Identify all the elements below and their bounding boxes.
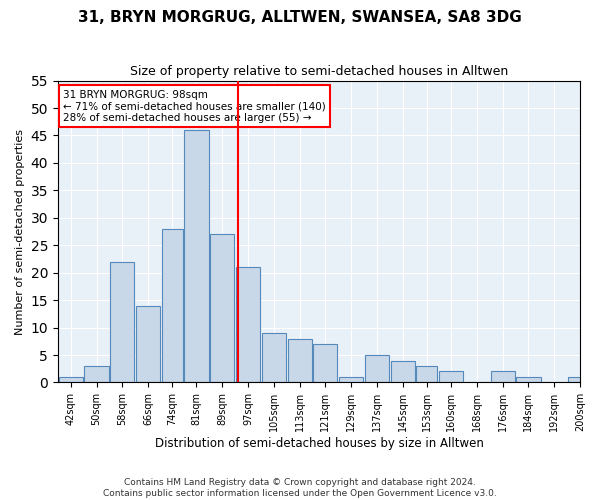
Bar [136, 306, 160, 382]
Bar [416, 366, 437, 382]
Y-axis label: Number of semi-detached properties: Number of semi-detached properties [15, 128, 25, 334]
Bar [236, 267, 260, 382]
Bar [287, 338, 312, 382]
Bar [568, 377, 592, 382]
Bar [59, 377, 83, 382]
Bar [517, 377, 541, 382]
Bar [313, 344, 337, 383]
Bar [184, 130, 209, 382]
Bar [339, 377, 363, 382]
Bar [262, 333, 286, 382]
Text: Contains HM Land Registry data © Crown copyright and database right 2024.
Contai: Contains HM Land Registry data © Crown c… [103, 478, 497, 498]
Bar [439, 372, 463, 382]
Title: Size of property relative to semi-detached houses in Alltwen: Size of property relative to semi-detach… [130, 65, 508, 78]
Bar [110, 262, 134, 382]
Text: 31 BRYN MORGRUG: 98sqm
← 71% of semi-detached houses are smaller (140)
28% of se: 31 BRYN MORGRUG: 98sqm ← 71% of semi-det… [63, 90, 326, 123]
Bar [85, 366, 109, 382]
Text: 31, BRYN MORGRUG, ALLTWEN, SWANSEA, SA8 3DG: 31, BRYN MORGRUG, ALLTWEN, SWANSEA, SA8 … [78, 10, 522, 25]
Bar [365, 355, 389, 382]
Bar [491, 372, 515, 382]
X-axis label: Distribution of semi-detached houses by size in Alltwen: Distribution of semi-detached houses by … [155, 437, 484, 450]
Bar [162, 229, 183, 382]
Bar [391, 360, 415, 382]
Bar [210, 234, 235, 382]
